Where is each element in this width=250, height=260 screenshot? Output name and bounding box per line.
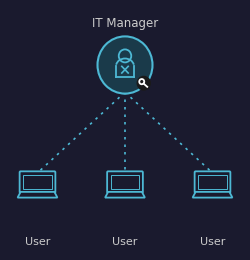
- Circle shape: [98, 36, 152, 94]
- Circle shape: [137, 76, 150, 90]
- Text: IT Manager: IT Manager: [92, 17, 158, 30]
- Bar: [110, 175, 140, 189]
- FancyBboxPatch shape: [20, 171, 56, 193]
- FancyBboxPatch shape: [194, 171, 230, 193]
- Bar: [23, 175, 52, 189]
- Bar: [198, 175, 227, 189]
- Polygon shape: [192, 192, 232, 198]
- Text: User: User: [200, 237, 225, 247]
- FancyBboxPatch shape: [107, 171, 143, 193]
- Text: User: User: [112, 237, 138, 247]
- Polygon shape: [105, 192, 145, 198]
- Polygon shape: [18, 192, 58, 198]
- Text: User: User: [25, 237, 50, 247]
